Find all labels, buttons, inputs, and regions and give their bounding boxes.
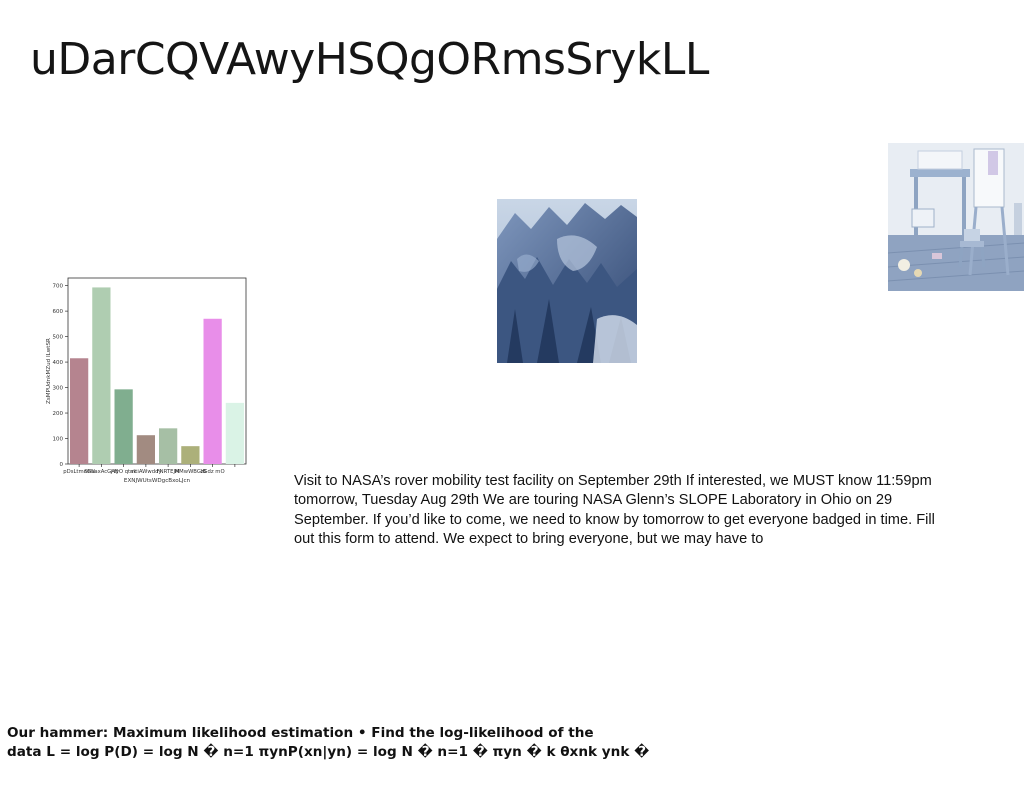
y-tick-label: 600 xyxy=(53,309,64,315)
footer-line: data L = log P(D) = log N � n=1 πynP(xn|… xyxy=(7,744,650,760)
x-tick-label: mtiAWwddy xyxy=(130,469,161,475)
x-axis-label: EXNJWUtsWDgcBxoLJcn xyxy=(124,478,191,484)
bar xyxy=(136,435,155,464)
kids-room-photo xyxy=(888,143,1024,291)
kids-room-illustration xyxy=(888,143,1024,291)
x-tick-label: pDsLtmeGN xyxy=(63,469,95,475)
rock-formations-photo xyxy=(497,199,637,363)
y-tick-label: 400 xyxy=(53,360,64,366)
bar xyxy=(181,446,200,464)
bar xyxy=(114,389,133,464)
y-tick-label: 300 xyxy=(53,386,64,392)
y-tick-label: 500 xyxy=(53,335,64,341)
y-tick-label: 700 xyxy=(53,284,64,290)
plot-frame xyxy=(67,277,247,465)
x-tick-label: SBvaxAcGAB xyxy=(84,469,119,475)
x-tick-label: FNRTEJM xyxy=(157,469,180,475)
x-tick-label: zGdz mO xyxy=(201,469,225,475)
x-tick-label: j fyO qtak xyxy=(110,469,138,475)
y-tick-label: 0 xyxy=(60,462,64,468)
bar xyxy=(203,318,222,464)
bar xyxy=(70,358,89,464)
y-axis-label: ZsMPUdnkMZud ILwtSR xyxy=(46,338,52,404)
body-paragraph: Visit to NASA’s rover mobility test faci… xyxy=(294,473,935,547)
x-tick-label: MMwWBGIB xyxy=(175,469,207,475)
bar-chart: 0 100 200 300 400 500 600 700 pDsLtmeGN SBvaxAcGA… xyxy=(42,270,256,492)
y-tick-label: 200 xyxy=(53,411,64,417)
bar xyxy=(92,287,111,464)
slide-title: uDarCQVAwyHSQgORmsSrykLL xyxy=(30,34,709,85)
bar xyxy=(159,428,178,464)
footer-line: Our hammer: Maximum likelihood estimatio… xyxy=(7,725,594,741)
y-tick-label: 100 xyxy=(53,437,64,443)
bar xyxy=(225,402,244,464)
rock-formations-illustration xyxy=(497,199,637,363)
footer-formula: Our hammer: Maximum likelihood estimatio… xyxy=(7,724,707,762)
bar-chart-svg: 0 100 200 300 400 500 600 700 pDsLtmeGNSBvaxAcGA… xyxy=(46,277,247,484)
